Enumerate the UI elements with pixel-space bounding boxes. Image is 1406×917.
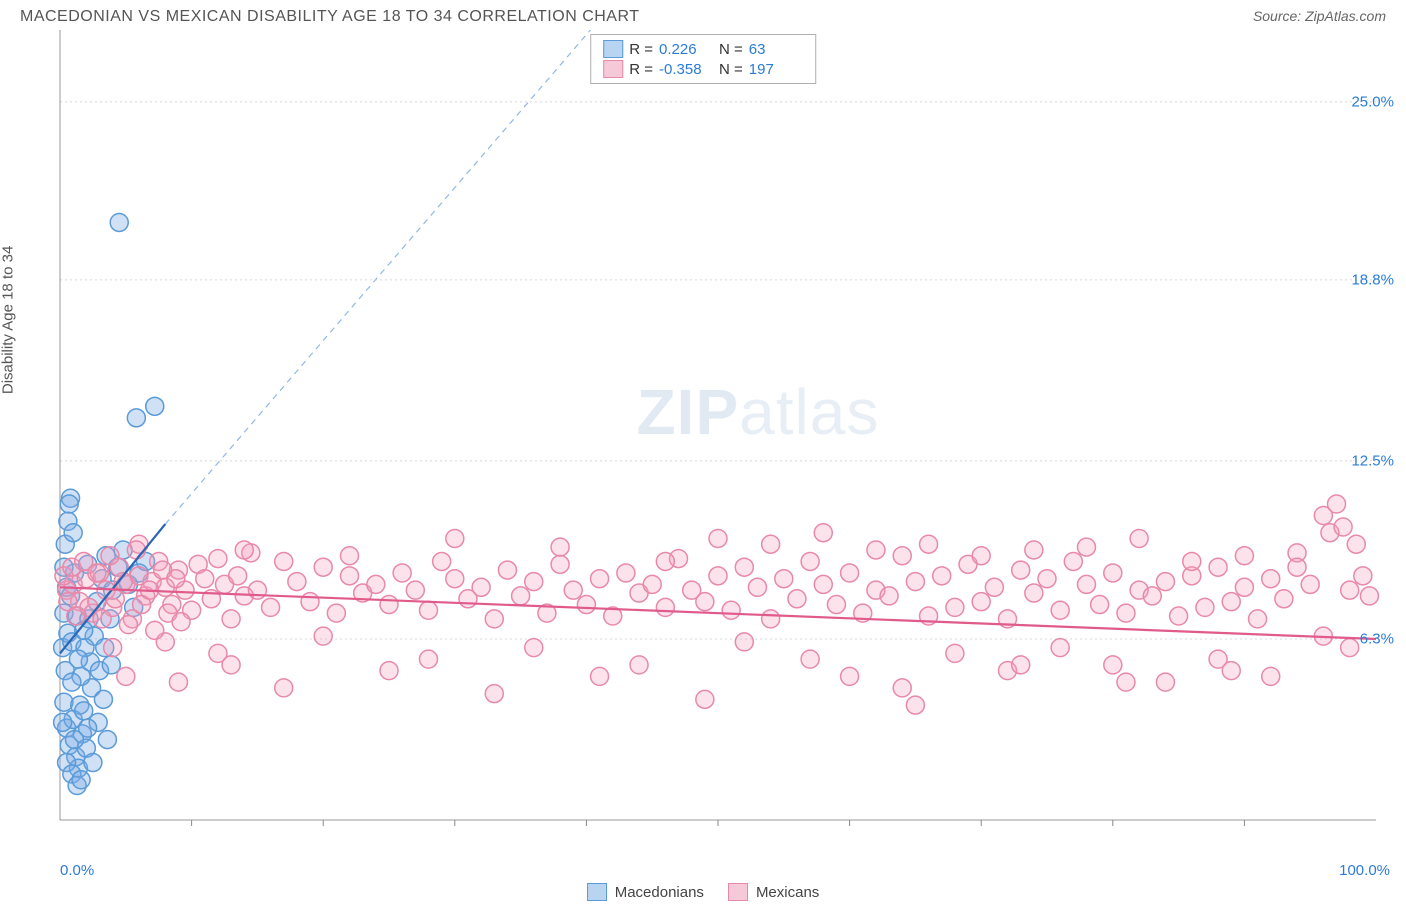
- legend-label-mexican: Mexicans: [756, 884, 819, 901]
- n-value-mexican: 197: [749, 61, 803, 78]
- n-value-macedonian: 63: [749, 41, 803, 58]
- source-attribution: Source: ZipAtlas.com: [1253, 8, 1386, 24]
- x-tick-min: 0.0%: [60, 862, 94, 879]
- chart-title: MACEDONIAN VS MEXICAN DISABILITY AGE 18 …: [20, 8, 640, 26]
- legend-item-mexican: Mexicans: [728, 883, 819, 901]
- x-tick-labels: 0.0% 100.0%: [16, 862, 1390, 879]
- series-legend: Macedonians Mexicans: [16, 883, 1390, 901]
- legend-label-macedonian: Macedonians: [615, 884, 704, 901]
- y-tick-label: 25.0%: [1351, 93, 1394, 110]
- y-tick-label: 12.5%: [1351, 452, 1394, 469]
- plot-svg: [16, 30, 1390, 830]
- scatter-chart: Disability Age 18 to 34 ZIPatlas R = 0.2…: [16, 30, 1390, 860]
- x-tick-max: 100.0%: [1339, 862, 1390, 879]
- swatch-mexican-bottom: [728, 883, 748, 901]
- swatch-macedonian-bottom: [587, 883, 607, 901]
- y-tick-label: 18.8%: [1351, 271, 1394, 288]
- swatch-macedonian: [603, 40, 623, 58]
- legend-row-mexican: R = -0.358 N = 197: [599, 59, 807, 79]
- r-value-mexican: -0.358: [659, 61, 713, 78]
- y-tick-label: 6.3%: [1360, 631, 1394, 648]
- r-value-macedonian: 0.226: [659, 41, 713, 58]
- legend-row-macedonian: R = 0.226 N = 63: [599, 39, 807, 59]
- swatch-mexican: [603, 60, 623, 78]
- y-axis-label: Disability Age 18 to 34: [0, 246, 17, 394]
- correlation-legend: R = 0.226 N = 63 R = -0.358 N = 197: [590, 34, 816, 84]
- chart-header: MACEDONIAN VS MEXICAN DISABILITY AGE 18 …: [16, 8, 1390, 26]
- legend-item-macedonian: Macedonians: [587, 883, 704, 901]
